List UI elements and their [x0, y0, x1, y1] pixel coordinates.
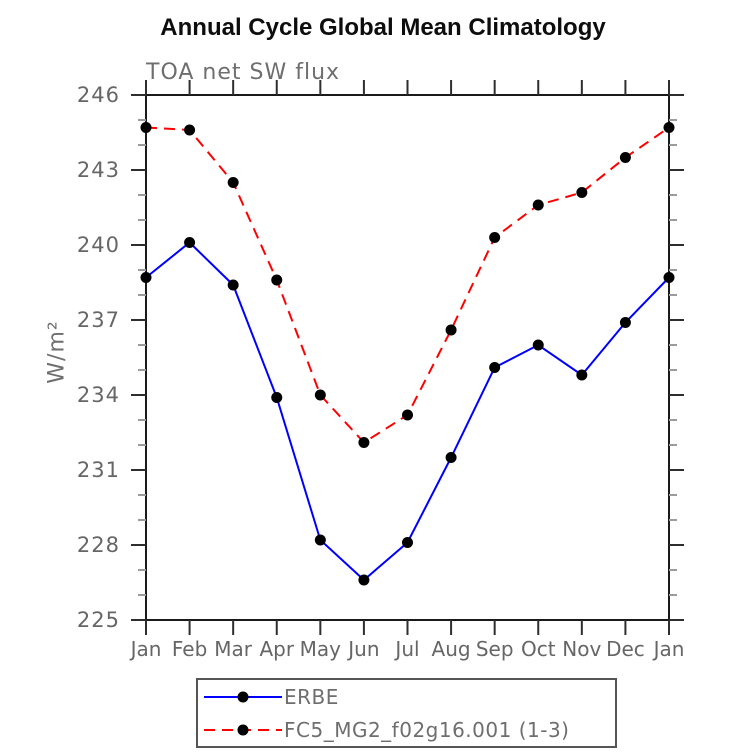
data-point: [314, 389, 326, 401]
chart-subtitle: TOA net SW flux: [146, 60, 341, 85]
data-point: [358, 437, 370, 448]
x-tick-label: Sep: [476, 637, 514, 661]
legend-label-fc5: FC5_MG2_f02g16.001 (1-3): [284, 717, 570, 742]
data-point: [619, 152, 631, 163]
data-point: [227, 279, 239, 291]
legend-box: ERBE FC5_MG2_f02g16.001 (1-3): [196, 678, 617, 748]
data-point: [402, 409, 413, 421]
x-tick-label: Jan: [652, 637, 685, 661]
legend-entry-erbe: ERBE: [202, 682, 615, 712]
data-point: [140, 122, 152, 133]
data-point: [140, 272, 152, 283]
data-point: [358, 574, 370, 586]
y-tick-label: 231: [77, 458, 120, 482]
data-point: [532, 199, 544, 211]
legend-label-erbe: ERBE: [284, 684, 339, 709]
chart-title: Annual Cycle Global Mean Climatology: [160, 14, 606, 41]
data-point: [663, 272, 675, 283]
data-point: [184, 124, 196, 136]
fc5-line-sample: [204, 724, 282, 735]
data-point: [184, 237, 196, 248]
x-tick-label: Aug: [432, 637, 471, 661]
data-point: [576, 369, 588, 381]
y-tick-label: 234: [77, 383, 120, 407]
x-tick-label: Apr: [259, 637, 294, 661]
data-point: [314, 534, 326, 546]
x-tick-label: Oct: [521, 637, 556, 661]
x-tick-label: Mar: [214, 637, 253, 661]
legend-entry-fc5: FC5_MG2_f02g16.001 (1-3): [202, 715, 615, 745]
data-point: [576, 187, 588, 198]
x-tick-label: Nov: [562, 637, 601, 661]
x-tick-label: Jun: [346, 637, 379, 661]
data-point: [489, 362, 501, 373]
data-point: [663, 122, 675, 133]
x-tick-label: Dec: [606, 637, 645, 661]
data-point: [619, 317, 631, 328]
y-tick-label: 225: [77, 608, 120, 632]
data-point: [445, 452, 457, 463]
y-tick-label: 243: [77, 158, 120, 182]
data-point: [271, 392, 283, 403]
y-tick-label: 237: [77, 308, 120, 332]
y-tick-label: 228: [77, 533, 120, 557]
series-line-0: [140, 237, 675, 586]
x-tick-label: Jan: [129, 637, 162, 661]
data-point: [532, 339, 544, 351]
erbe-sample-marker: [237, 691, 249, 702]
data-point: [445, 324, 457, 336]
data-point: [271, 274, 283, 286]
data-point: [227, 177, 239, 188]
data-point: [402, 537, 413, 548]
data-point: [489, 232, 501, 243]
x-tick-label: May: [300, 637, 342, 661]
series-line-1: [140, 122, 675, 448]
x-tick-label: Jul: [393, 637, 419, 661]
y-tick-label: 246: [77, 83, 120, 107]
fc5-sample-marker: [237, 724, 249, 735]
erbe-line-sample: [204, 691, 282, 702]
y-tick-label: 240: [77, 233, 120, 257]
x-tick-label: Feb: [172, 637, 207, 661]
